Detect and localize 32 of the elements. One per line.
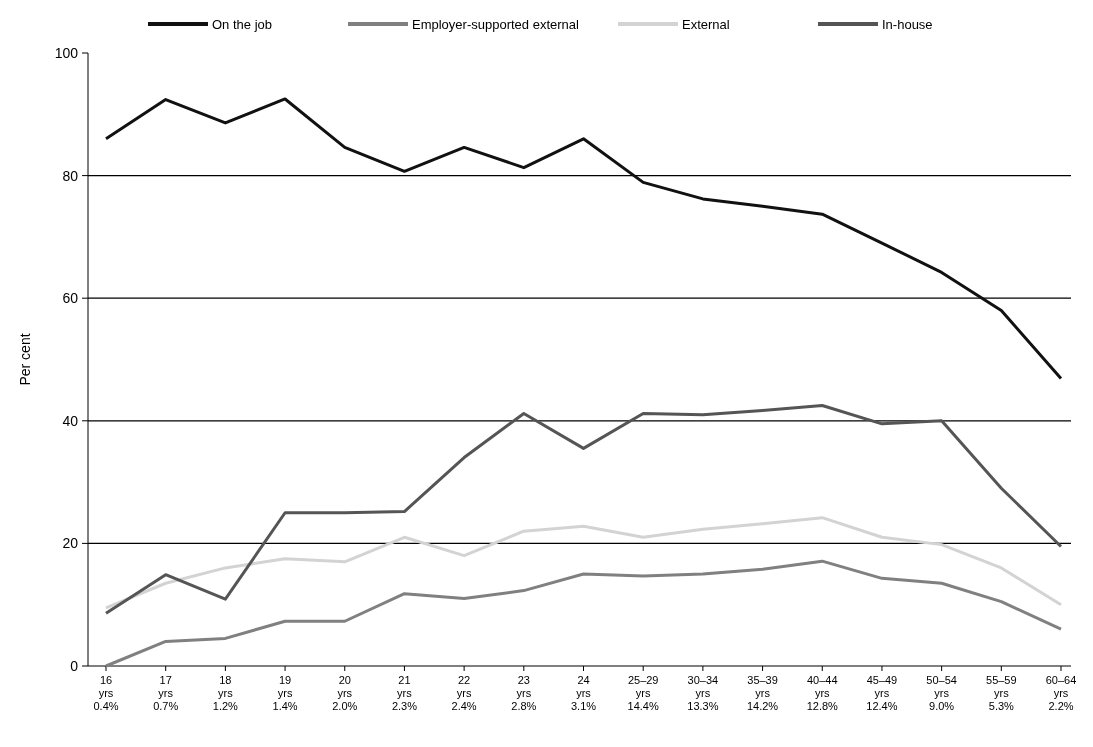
x-tick-label: 21 yrs 2.3%: [391, 674, 418, 712]
x-tick-label: 18 yrs 1.2%: [212, 674, 239, 712]
legend-label: On the job: [212, 16, 272, 32]
line-series: [104, 97, 1063, 380]
x-tick-label: 20 yrs 2.0%: [332, 674, 358, 712]
x-tick-label: 16 yrs 0.4%: [93, 674, 119, 712]
x-tick-label: 17 yrs 0.7%: [153, 674, 179, 712]
x-tick-label: 40–44 yrs 12.8%: [806, 674, 839, 712]
y-axis-title: Per cent: [17, 333, 33, 386]
x-tick-label: 19 yrs 1.4%: [272, 674, 298, 712]
legend-label: External: [682, 16, 730, 32]
x-tick-label: 22 yrs 2.4%: [451, 674, 477, 712]
x-tick-label: 55–59 yrs 5.3%: [986, 674, 1017, 712]
x-tick-label: 23 yrs 2.8%: [511, 674, 537, 712]
legend-label: Employer-supported external: [412, 16, 580, 32]
x-tick-label: 24 yrs 3.1%: [570, 674, 597, 712]
x-tick-label: 35–39 yrs 14.2%: [746, 674, 779, 712]
line-series: [104, 559, 1063, 668]
legend-label: In-house: [882, 16, 933, 32]
x-tick-label: 25–29 yrs 14.4%: [627, 674, 659, 712]
x-tick-label: 45–49 yrs 12.4%: [866, 674, 898, 712]
x-tick-label: 30–34 yrs 13.3%: [687, 674, 719, 712]
line-series: [104, 516, 1063, 610]
x-tick-label: 60–64 yrs 2.2%: [1045, 674, 1077, 712]
y-tick-label: 20: [62, 535, 79, 552]
y-tick-label: 40: [62, 412, 79, 429]
y-tick-label: 60: [62, 290, 79, 307]
line-series: [104, 403, 1063, 615]
y-tick-label: 80: [62, 167, 79, 184]
x-tick-label: 50–54 yrs 9.0%: [926, 674, 957, 712]
y-tick-label: 100: [54, 44, 79, 61]
y-tick-label: 0: [70, 657, 79, 674]
